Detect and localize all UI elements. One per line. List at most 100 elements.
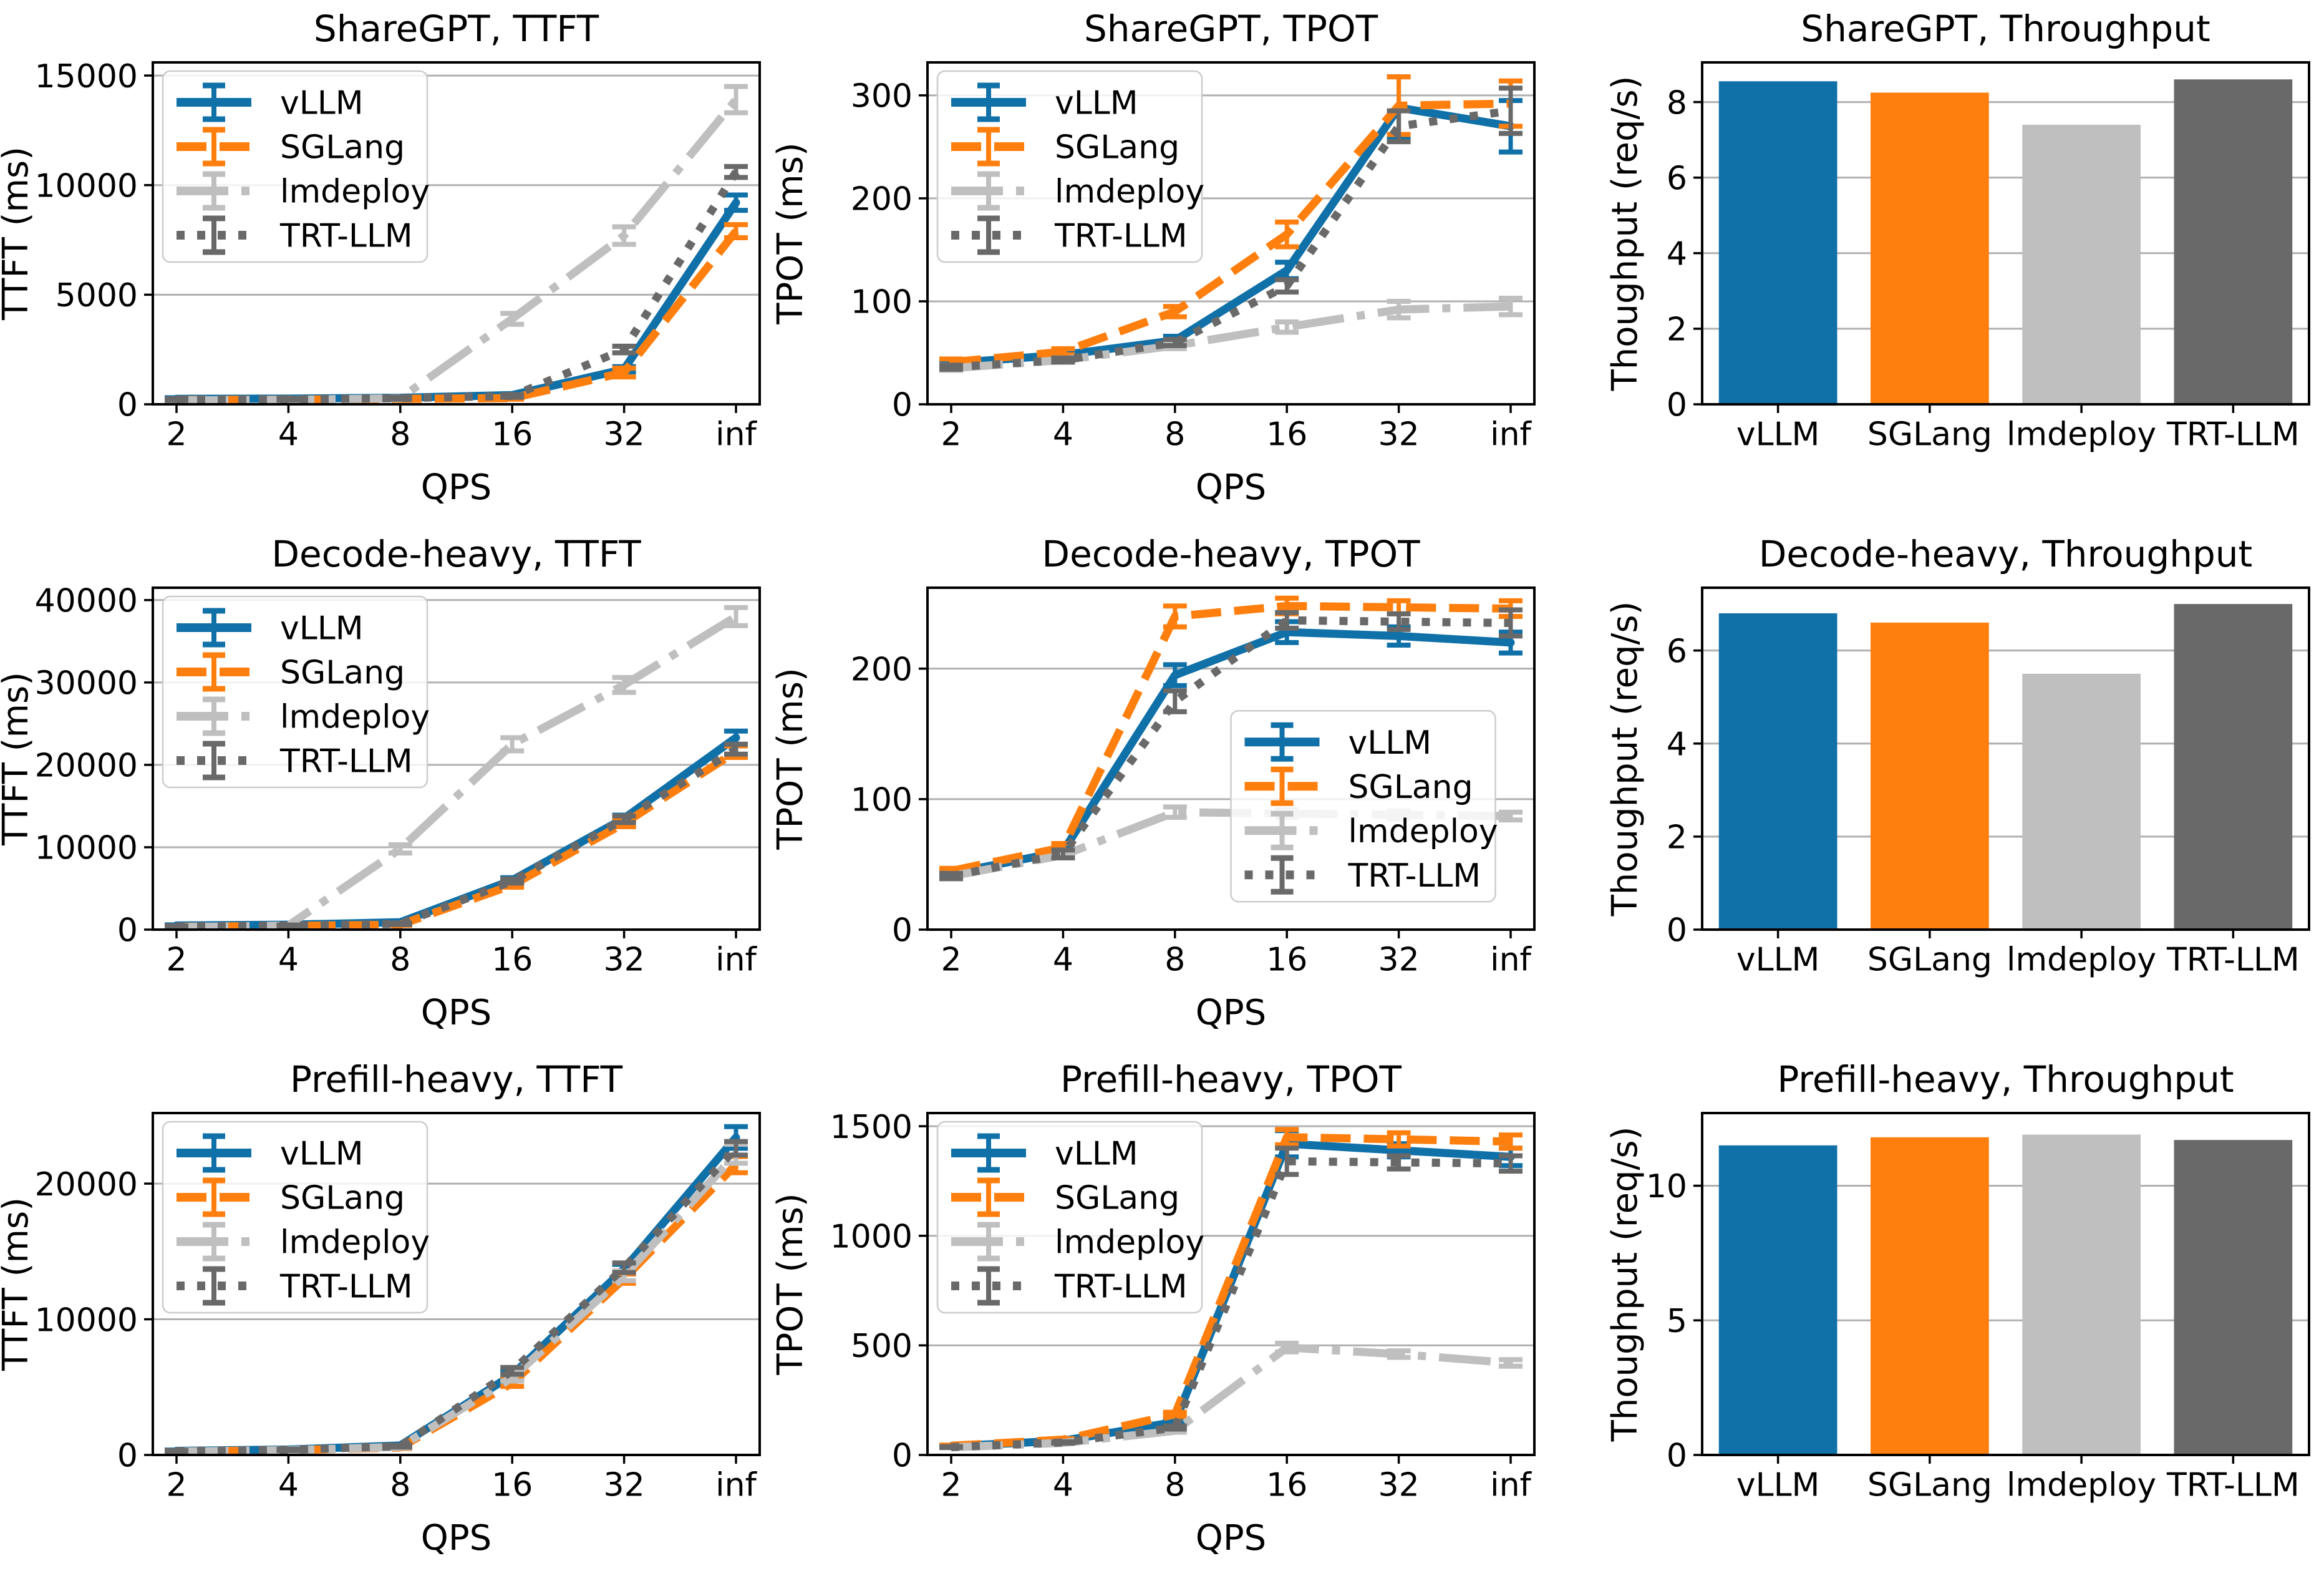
x-tick-label: 8 xyxy=(390,416,410,454)
x-tick-label: SGLang xyxy=(1867,941,1992,979)
x-tick-label: vLLM xyxy=(1736,1467,1820,1504)
x-tick-label: 16 xyxy=(1266,1467,1307,1504)
x-tick-label: 8 xyxy=(390,941,410,979)
legend-box xyxy=(936,70,1203,263)
series-line-SGLang xyxy=(950,601,1511,875)
chart-title: Prefill-heavy, TPOT xyxy=(1060,1058,1402,1101)
y-tick-label: 1500 xyxy=(830,1109,913,1146)
x-tick-label: 4 xyxy=(1053,1467,1073,1504)
subplot-prefill-throughput: Prefill-heavy, Throughput Thoughput (req/… xyxy=(1549,1051,2324,1576)
legend-label: SGLang xyxy=(1055,129,1179,167)
y-tick-label: 6 xyxy=(1667,633,1687,670)
y-tick-label: 10000 xyxy=(35,1301,138,1339)
y-tick-label: 8 xyxy=(1667,84,1687,122)
legend-label: TRT-LLM xyxy=(1054,218,1188,255)
axes-frame xyxy=(152,586,761,931)
series-line-lmdeploy xyxy=(176,613,738,931)
y-tick-label: 15000 xyxy=(35,58,138,95)
axes-frame xyxy=(1701,61,2310,406)
x-tick-label: TRT-LLM xyxy=(2166,416,2300,454)
legend-label: lmdeploy xyxy=(1055,173,1204,211)
bar-TRT-LLM xyxy=(2174,1140,2293,1455)
x-tick-label: 8 xyxy=(1164,416,1185,454)
chart-title: ShareGPT, Throughput xyxy=(1801,7,2210,50)
legend-label: vLLM xyxy=(1055,1136,1138,1173)
chart-title: Prefill-heavy, TTFT xyxy=(290,1058,623,1101)
chart-title: ShareGPT, TPOT xyxy=(1084,7,1378,50)
y-tick-label: 0 xyxy=(1667,1437,1687,1475)
x-tick-label: 32 xyxy=(1378,1467,1420,1504)
x-tick-label: SGLang xyxy=(1867,1467,1992,1504)
y-axis-label: TTFT (ms) xyxy=(0,147,36,321)
y-axis-label: Thoughput (req/s) xyxy=(1605,1127,1645,1442)
x-tick-label: 2 xyxy=(166,416,186,454)
axes-frame xyxy=(152,1112,761,1456)
x-axis-label: QPS xyxy=(421,1518,491,1559)
subplot-prefill-ttft: Prefill-heavy, TTFT TTFT (ms) QPS 0 10000 200… xyxy=(0,1051,775,1576)
x-tick-label: 4 xyxy=(1053,941,1073,979)
x-tick-label: 32 xyxy=(1378,416,1420,454)
y-tick-label: 2 xyxy=(1667,819,1687,857)
y-tick-label: 0 xyxy=(892,387,913,424)
y-tick-label: 2 xyxy=(1667,311,1687,349)
series-line-lmdeploy xyxy=(176,97,740,405)
x-tick-label: 32 xyxy=(1378,941,1420,979)
axes-frame xyxy=(926,1112,1536,1456)
x-tick-label: 4 xyxy=(278,416,299,454)
legend-label: SGLang xyxy=(1348,769,1473,806)
y-axis-label: TPOT (ms) xyxy=(775,142,811,324)
x-axis-label: QPS xyxy=(1196,467,1266,508)
legend-label: TRT-LLM xyxy=(279,218,413,255)
x-axis-label: QPS xyxy=(1196,993,1266,1033)
chart-canvas: Decode-heavy, Throughput Thoughput (req/s… xyxy=(1605,533,2310,979)
chart-canvas: Prefill-heavy, Throughput Thoughput (req/… xyxy=(1605,1058,2310,1504)
y-tick-label: 10000 xyxy=(35,830,138,867)
x-tick-label: inf xyxy=(1490,1467,1532,1504)
bar-vLLM xyxy=(1718,81,1837,404)
y-tick-label: 200 xyxy=(851,181,913,218)
y-tick-label: 200 xyxy=(851,651,913,688)
series-line-lmdeploy xyxy=(951,302,1511,372)
y-tick-label: 10 xyxy=(1646,1168,1687,1205)
x-tick-label: 16 xyxy=(1266,416,1307,454)
subplot-decode-throughput: Decode-heavy, Throughput Thoughput (req/s… xyxy=(1549,525,2324,1051)
chart-canvas: Decode-heavy, TTFT TTFT (ms) QPS 0 10000 2000… xyxy=(0,533,761,1033)
x-tick-label: 2 xyxy=(166,941,186,979)
x-tick-label: vLLM xyxy=(1736,416,1820,454)
chart-title: ShareGPT, TTFT xyxy=(314,7,599,50)
legend-box xyxy=(936,1121,1203,1314)
y-tick-label: 300 xyxy=(851,78,913,115)
y-tick-label: 0 xyxy=(1667,387,1687,424)
axes-frame xyxy=(926,586,1536,931)
y-tick-label: 6 xyxy=(1667,160,1687,197)
bar-lmdeploy xyxy=(2022,673,2141,930)
bar-vLLM xyxy=(1718,1145,1837,1455)
x-tick-label: inf xyxy=(715,1467,757,1504)
y-axis-label: TTFT (ms) xyxy=(0,1197,36,1371)
legend-label: vLLM xyxy=(1055,85,1138,122)
legend-label: TRT-LLM xyxy=(1054,1268,1188,1306)
chart-canvas: Decode-heavy, TPOT TPOT (ms) QPS 0 100 200 2 4 8… xyxy=(775,533,1536,1033)
bar-TRT-LLM xyxy=(2174,604,2293,930)
legend-label: SGLang xyxy=(280,1180,405,1217)
subplot-decode-ttft: Decode-heavy, TTFT TTFT (ms) QPS 0 10000 2000… xyxy=(0,525,775,1051)
x-tick-label: 16 xyxy=(491,941,533,979)
series-line-TRT-LLM xyxy=(950,616,1511,880)
y-tick-label: 500 xyxy=(851,1328,913,1365)
legend-label: SGLang xyxy=(1055,1180,1179,1217)
legend-label: vLLM xyxy=(280,85,364,122)
y-tick-label: 0 xyxy=(117,912,138,950)
y-axis-label: TPOT (ms) xyxy=(775,1193,811,1375)
legend-label: SGLang xyxy=(280,129,405,167)
y-tick-label: 4 xyxy=(1667,726,1687,763)
x-tick-label: 2 xyxy=(941,416,961,454)
y-tick-label: 20000 xyxy=(35,1166,138,1204)
legend-label: lmdeploy xyxy=(280,1224,430,1262)
chart-canvas: ShareGPT, TTFT TTFT (ms) QPS 0 5000 10000 1500… xyxy=(0,7,761,508)
x-tick-label: 8 xyxy=(1164,941,1185,979)
y-tick-label: 5000 xyxy=(56,277,138,314)
y-tick-label: 0 xyxy=(892,1437,913,1475)
y-tick-label: 100 xyxy=(851,782,913,819)
y-tick-label: 30000 xyxy=(35,665,138,703)
